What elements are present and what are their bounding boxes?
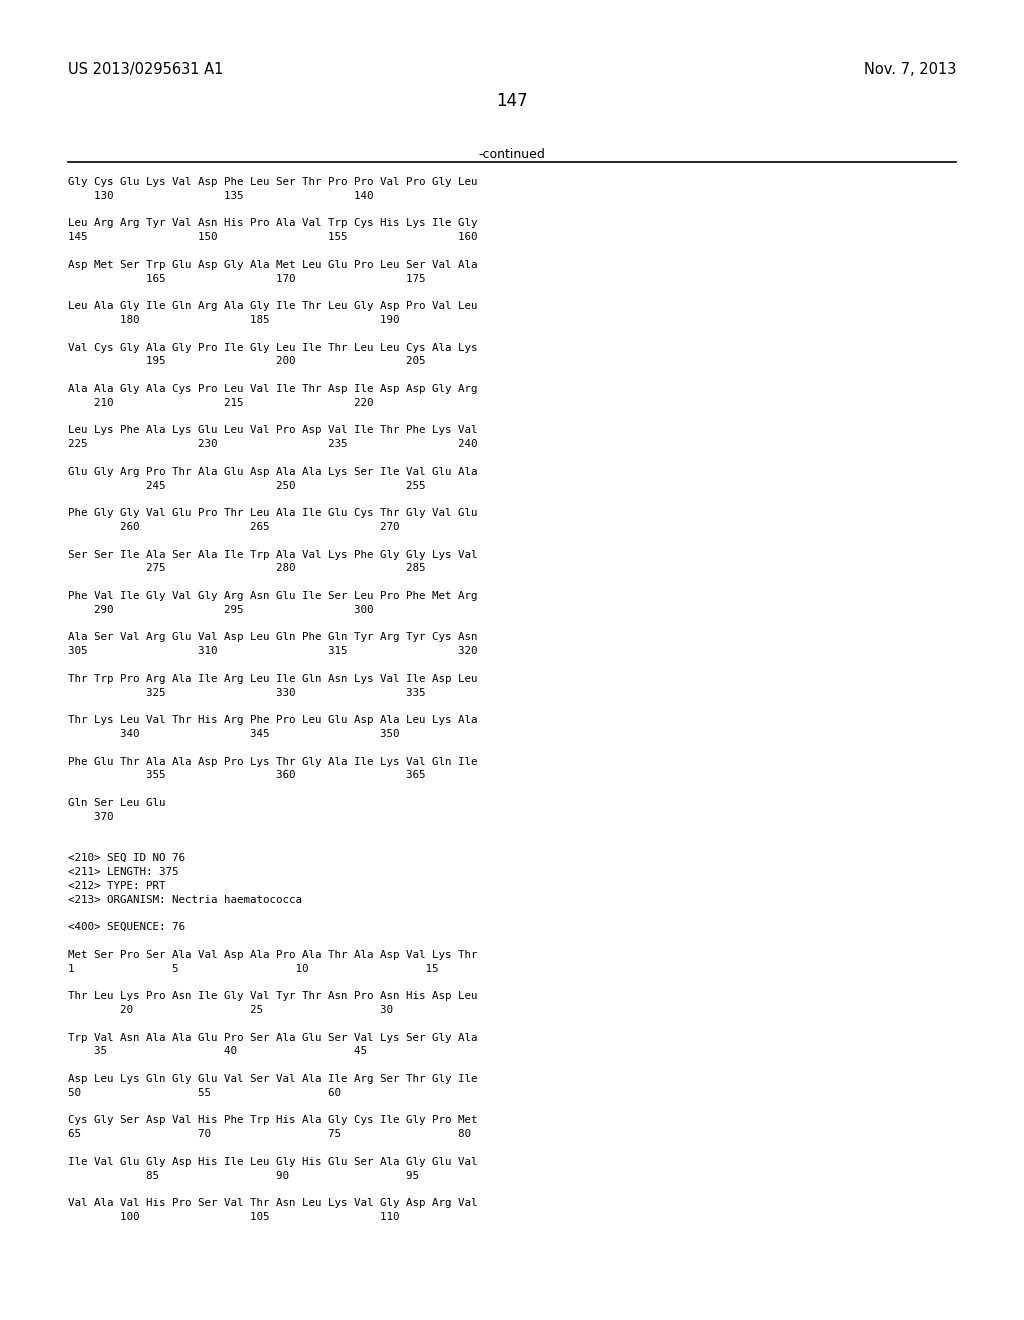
Text: Ser Ser Ile Ala Ser Ala Ile Trp Ala Val Lys Phe Gly Gly Lys Val: Ser Ser Ile Ala Ser Ala Ile Trp Ala Val … [68, 549, 477, 560]
Text: Cys Gly Ser Asp Val His Phe Trp His Ala Gly Cys Ile Gly Pro Met: Cys Gly Ser Asp Val His Phe Trp His Ala … [68, 1115, 477, 1126]
Text: 355                 360                 365: 355 360 365 [68, 771, 426, 780]
Text: 35                  40                  45: 35 40 45 [68, 1047, 367, 1056]
Text: Phe Val Ile Gly Val Gly Arg Asn Glu Ile Ser Leu Pro Phe Met Arg: Phe Val Ile Gly Val Gly Arg Asn Glu Ile … [68, 591, 477, 601]
Text: Asp Leu Lys Gln Gly Glu Val Ser Val Ala Ile Arg Ser Thr Gly Ile: Asp Leu Lys Gln Gly Glu Val Ser Val Ala … [68, 1074, 477, 1084]
Text: Phe Glu Thr Ala Ala Asp Pro Lys Thr Gly Ala Ile Lys Val Gln Ile: Phe Glu Thr Ala Ala Asp Pro Lys Thr Gly … [68, 756, 477, 767]
Text: Leu Lys Phe Ala Lys Glu Leu Val Pro Asp Val Ile Thr Phe Lys Val: Leu Lys Phe Ala Lys Glu Leu Val Pro Asp … [68, 425, 477, 436]
Text: 225                 230                 235                 240: 225 230 235 240 [68, 440, 477, 449]
Text: 65                  70                  75                  80: 65 70 75 80 [68, 1129, 471, 1139]
Text: Thr Trp Pro Arg Ala Ile Arg Leu Ile Gln Asn Lys Val Ile Asp Leu: Thr Trp Pro Arg Ala Ile Arg Leu Ile Gln … [68, 673, 477, 684]
Text: 290                 295                 300: 290 295 300 [68, 605, 374, 615]
Text: 370: 370 [68, 812, 114, 822]
Text: 195                 200                 205: 195 200 205 [68, 356, 426, 367]
Text: Gln Ser Leu Glu: Gln Ser Leu Glu [68, 799, 166, 808]
Text: Ala Ser Val Arg Glu Val Asp Leu Gln Phe Gln Tyr Arg Tyr Cys Asn: Ala Ser Val Arg Glu Val Asp Leu Gln Phe … [68, 632, 477, 643]
Text: US 2013/0295631 A1: US 2013/0295631 A1 [68, 62, 223, 77]
Text: 147: 147 [497, 92, 527, 110]
Text: Leu Arg Arg Tyr Val Asn His Pro Ala Val Trp Cys His Lys Ile Gly: Leu Arg Arg Tyr Val Asn His Pro Ala Val … [68, 218, 477, 228]
Text: Asp Met Ser Trp Glu Asp Gly Ala Met Leu Glu Pro Leu Ser Val Ala: Asp Met Ser Trp Glu Asp Gly Ala Met Leu … [68, 260, 477, 269]
Text: Met Ser Pro Ser Ala Val Asp Ala Pro Ala Thr Ala Asp Val Lys Thr: Met Ser Pro Ser Ala Val Asp Ala Pro Ala … [68, 950, 477, 960]
Text: 340                 345                 350: 340 345 350 [68, 729, 399, 739]
Text: 20                  25                  30: 20 25 30 [68, 1005, 393, 1015]
Text: 305                 310                 315                 320: 305 310 315 320 [68, 647, 477, 656]
Text: Leu Ala Gly Ile Gln Arg Ala Gly Ile Thr Leu Gly Asp Pro Val Leu: Leu Ala Gly Ile Gln Arg Ala Gly Ile Thr … [68, 301, 477, 312]
Text: Glu Gly Arg Pro Thr Ala Glu Asp Ala Ala Lys Ser Ile Val Glu Ala: Glu Gly Arg Pro Thr Ala Glu Asp Ala Ala … [68, 467, 477, 477]
Text: 1               5                  10                  15: 1 5 10 15 [68, 964, 438, 974]
Text: Val Cys Gly Ala Gly Pro Ile Gly Leu Ile Thr Leu Leu Cys Ala Lys: Val Cys Gly Ala Gly Pro Ile Gly Leu Ile … [68, 343, 477, 352]
Text: Ile Val Glu Gly Asp His Ile Leu Gly His Glu Ser Ala Gly Glu Val: Ile Val Glu Gly Asp His Ile Leu Gly His … [68, 1156, 477, 1167]
Text: 180                 185                 190: 180 185 190 [68, 315, 399, 325]
Text: <400> SEQUENCE: 76: <400> SEQUENCE: 76 [68, 923, 185, 932]
Text: 260                 265                 270: 260 265 270 [68, 521, 399, 532]
Text: <212> TYPE: PRT: <212> TYPE: PRT [68, 880, 166, 891]
Text: Nov. 7, 2013: Nov. 7, 2013 [863, 62, 956, 77]
Text: 85                  90                  95: 85 90 95 [68, 1171, 419, 1180]
Text: 165                 170                 175: 165 170 175 [68, 273, 426, 284]
Text: 100                 105                 110: 100 105 110 [68, 1212, 399, 1222]
Text: Val Ala Val His Pro Ser Val Thr Asn Leu Lys Val Gly Asp Arg Val: Val Ala Val His Pro Ser Val Thr Asn Leu … [68, 1199, 477, 1208]
Text: Thr Leu Lys Pro Asn Ile Gly Val Tyr Thr Asn Pro Asn His Asp Leu: Thr Leu Lys Pro Asn Ile Gly Val Tyr Thr … [68, 991, 477, 1001]
Text: -continued: -continued [478, 148, 546, 161]
Text: 130                 135                 140: 130 135 140 [68, 191, 374, 201]
Text: Trp Val Asn Ala Ala Glu Pro Ser Ala Glu Ser Val Lys Ser Gly Ala: Trp Val Asn Ala Ala Glu Pro Ser Ala Glu … [68, 1032, 477, 1043]
Text: 210                 215                 220: 210 215 220 [68, 397, 374, 408]
Text: 145                 150                 155                 160: 145 150 155 160 [68, 232, 477, 242]
Text: Thr Lys Leu Val Thr His Arg Phe Pro Leu Glu Asp Ala Leu Lys Ala: Thr Lys Leu Val Thr His Arg Phe Pro Leu … [68, 715, 477, 725]
Text: 275                 280                 285: 275 280 285 [68, 564, 426, 573]
Text: <210> SEQ ID NO 76: <210> SEQ ID NO 76 [68, 853, 185, 863]
Text: <213> ORGANISM: Nectria haematococca: <213> ORGANISM: Nectria haematococca [68, 895, 302, 904]
Text: Gly Cys Glu Lys Val Asp Phe Leu Ser Thr Pro Pro Val Pro Gly Leu: Gly Cys Glu Lys Val Asp Phe Leu Ser Thr … [68, 177, 477, 187]
Text: 325                 330                 335: 325 330 335 [68, 688, 426, 697]
Text: Phe Gly Gly Val Glu Pro Thr Leu Ala Ile Glu Cys Thr Gly Val Glu: Phe Gly Gly Val Glu Pro Thr Leu Ala Ile … [68, 508, 477, 519]
Text: 50                  55                  60: 50 55 60 [68, 1088, 341, 1098]
Text: 245                 250                 255: 245 250 255 [68, 480, 426, 491]
Text: Ala Ala Gly Ala Cys Pro Leu Val Ile Thr Asp Ile Asp Asp Gly Arg: Ala Ala Gly Ala Cys Pro Leu Val Ile Thr … [68, 384, 477, 393]
Text: <211> LENGTH: 375: <211> LENGTH: 375 [68, 867, 178, 876]
